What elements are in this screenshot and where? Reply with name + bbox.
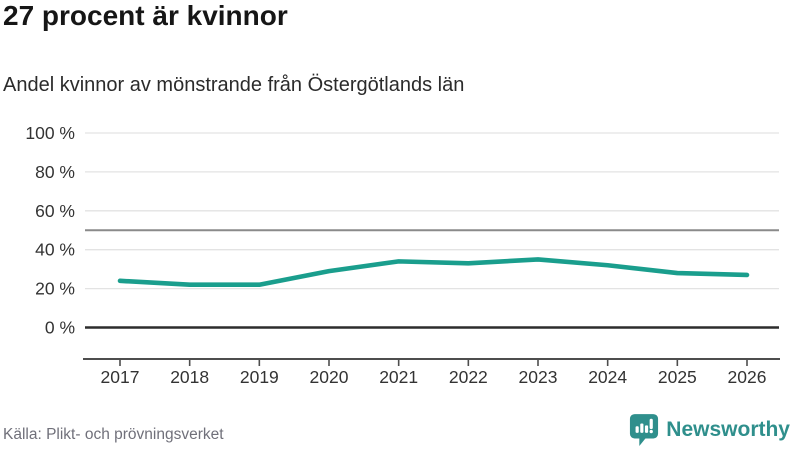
x-axis-tick-label: 2022 (449, 367, 488, 387)
data-line-andel-kvinnor (117, 257, 750, 288)
y-axis-tick-label: 0 % (45, 318, 75, 338)
newsworthy-wordmark: Newsworthy (666, 418, 790, 441)
x-axis-tick-label: 2021 (379, 367, 418, 387)
y-axis-tick-label: 20 % (35, 279, 75, 299)
y-axis-tick-label: 100 % (25, 123, 75, 143)
source-note: Källa: Plikt- och prövningsverket (3, 426, 224, 443)
y-axis-tick-label: 40 % (35, 240, 75, 260)
x-axis-tick-label: 2018 (170, 367, 209, 387)
x-axis-tick-label: 2023 (519, 367, 558, 387)
y-axis-tick-label: 60 % (35, 201, 75, 221)
chart-title: 27 procent är kvinnor (3, 0, 288, 31)
plot-area: 0 % 20 % 40 % 60 % 80 % 100 % 2017 2018 2019 2020… (0, 113, 800, 405)
x-axis-tick-label: 2019 (240, 367, 279, 387)
x-axis-tick-label: 2017 (101, 367, 140, 387)
newsworthy-logo-link[interactable]: Newsworthy (629, 412, 790, 448)
y-axis-tick-label: 80 % (35, 162, 75, 182)
x-axis-tick-label: 2024 (588, 367, 627, 387)
newsworthy-bubble-chart-icon (629, 413, 659, 447)
line-chart-svg: 0 % 20 % 40 % 60 % 80 % 100 % 2017 2018 2019 2020… (25, 123, 780, 387)
x-axis-tick-label: 2026 (728, 367, 767, 387)
x-axis-tick-label: 2020 (310, 367, 349, 387)
x-axis-tick-label: 2025 (658, 367, 697, 387)
chart-subtitle: Andel kvinnor av mönstrande från Östergö… (3, 74, 465, 96)
